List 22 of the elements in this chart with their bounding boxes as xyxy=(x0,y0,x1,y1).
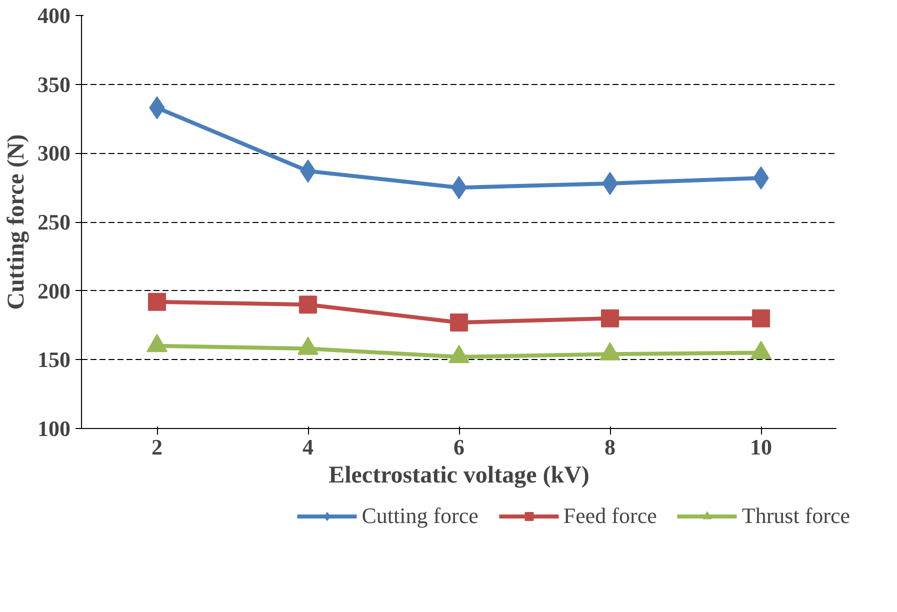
y-tick-label: 200 xyxy=(38,278,70,304)
y-axis-title: Cutting force (N) xyxy=(4,134,30,310)
point xyxy=(750,340,772,360)
y-tick-label: 150 xyxy=(38,347,70,372)
y-tick-label: 100 xyxy=(38,416,70,441)
x-tick-label: 2 xyxy=(152,434,162,460)
x-tick-label: 6 xyxy=(454,434,464,460)
legend-label: Thrust force xyxy=(742,503,850,529)
x-tick-label: 10 xyxy=(750,434,772,460)
x-tick-label: 8 xyxy=(604,434,616,460)
y-tick-label: 300 xyxy=(38,140,70,166)
point xyxy=(298,336,318,355)
point xyxy=(600,342,620,360)
y-tick-label: 350 xyxy=(38,72,70,97)
point xyxy=(448,344,470,364)
x-tick-label: 4 xyxy=(302,434,314,460)
legend-label: Cutting force xyxy=(362,503,478,529)
point xyxy=(146,334,168,352)
legend-label: Feed force xyxy=(563,503,657,529)
y-tick-label: 400 xyxy=(38,3,70,28)
x-axis-title: Electrostatic voltage (kV) xyxy=(328,462,590,488)
y-tick-label: 250 xyxy=(38,210,70,234)
